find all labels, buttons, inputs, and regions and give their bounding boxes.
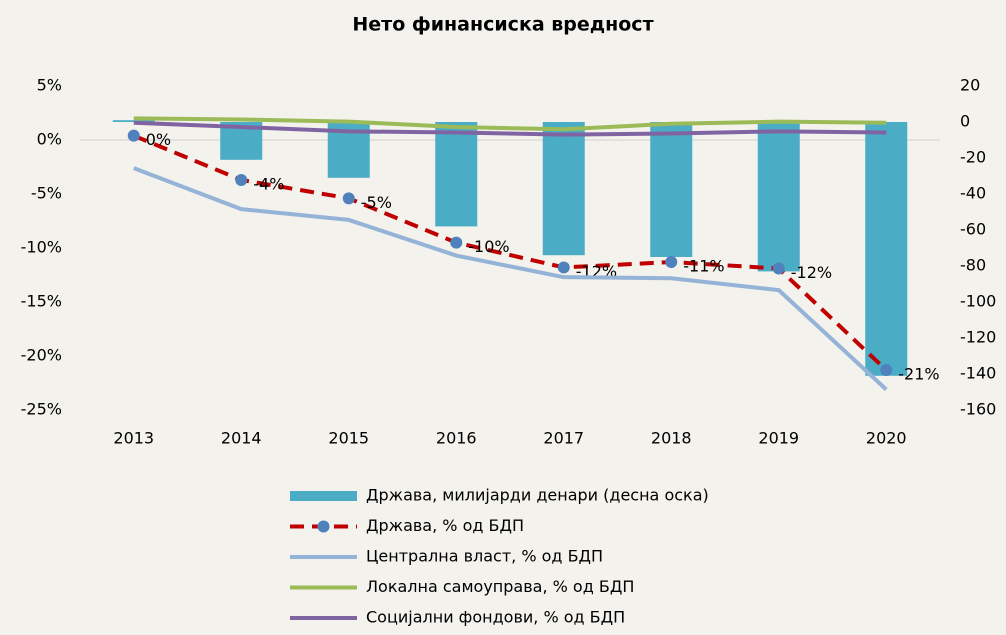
legend-label: Локална самоуправа, % од БДП — [366, 577, 634, 596]
bar — [542, 122, 585, 256]
line — [133, 116, 887, 132]
x-tick-label: 2020 — [866, 429, 907, 448]
marker — [450, 236, 463, 249]
data-label: -4% — [253, 174, 284, 193]
bar — [435, 122, 478, 227]
data-label: -5% — [361, 193, 392, 212]
y2-tick-label: -20 — [960, 148, 986, 167]
y2-tick-label: -120 — [960, 328, 996, 347]
y2-tick-label: 0 — [960, 112, 970, 131]
legend-label: Централна власт, % од БДП — [366, 547, 603, 566]
chart-title: Нето финансиска вредност — [352, 14, 653, 36]
data-label: -10% — [468, 237, 509, 256]
y-tick-label: -25% — [21, 400, 62, 419]
marker — [235, 173, 248, 186]
data-label: -21% — [898, 365, 939, 384]
bar — [757, 122, 800, 272]
x-tick-label: 2014 — [221, 429, 262, 448]
data-label: -12% — [791, 263, 832, 282]
marker — [880, 364, 893, 377]
marker — [342, 192, 355, 205]
marker — [665, 256, 678, 269]
bar — [650, 122, 693, 257]
x-tick-label: 2015 — [328, 429, 369, 448]
legend-label: Држава, % од БДП — [366, 516, 524, 535]
marker — [127, 129, 140, 142]
y-tick-label: 5% — [37, 76, 62, 95]
y2-tick-label: -160 — [960, 400, 996, 419]
data-label: 0% — [146, 130, 171, 149]
data-label: -11% — [683, 257, 724, 276]
x-tick-label: 2013 — [113, 429, 154, 448]
bar — [112, 120, 155, 122]
bar — [865, 122, 908, 376]
line — [133, 166, 888, 391]
x-tick-label: 2016 — [436, 429, 477, 448]
y-tick-label: -15% — [21, 292, 62, 311]
y2-tick-label: -40 — [960, 184, 986, 203]
y-tick-label: -20% — [21, 346, 62, 365]
marker — [557, 261, 570, 274]
x-tick-label: 2019 — [758, 429, 799, 448]
y2-tick-label: -80 — [960, 256, 986, 275]
y-tick-label: 0% — [37, 130, 62, 149]
line — [133, 120, 887, 137]
marker — [772, 262, 785, 275]
y2-tick-label: -140 — [960, 364, 996, 383]
y2-tick-label: -60 — [960, 220, 986, 239]
y-tick-label: -10% — [21, 238, 62, 257]
y-tick-label: -5% — [31, 184, 62, 203]
x-tick-label: 2018 — [651, 429, 692, 448]
legend-label: Социјални фондови, % од БДП — [366, 608, 625, 627]
x-tick-label: 2017 — [543, 429, 584, 448]
legend-label: Држава, милијарди денари (десна оска) — [366, 486, 709, 505]
line — [132, 133, 888, 372]
legend-swatch — [290, 491, 357, 501]
y2-tick-label: -100 — [960, 292, 996, 311]
legend-marker — [317, 520, 330, 533]
y2-tick-label: 20 — [960, 76, 980, 95]
